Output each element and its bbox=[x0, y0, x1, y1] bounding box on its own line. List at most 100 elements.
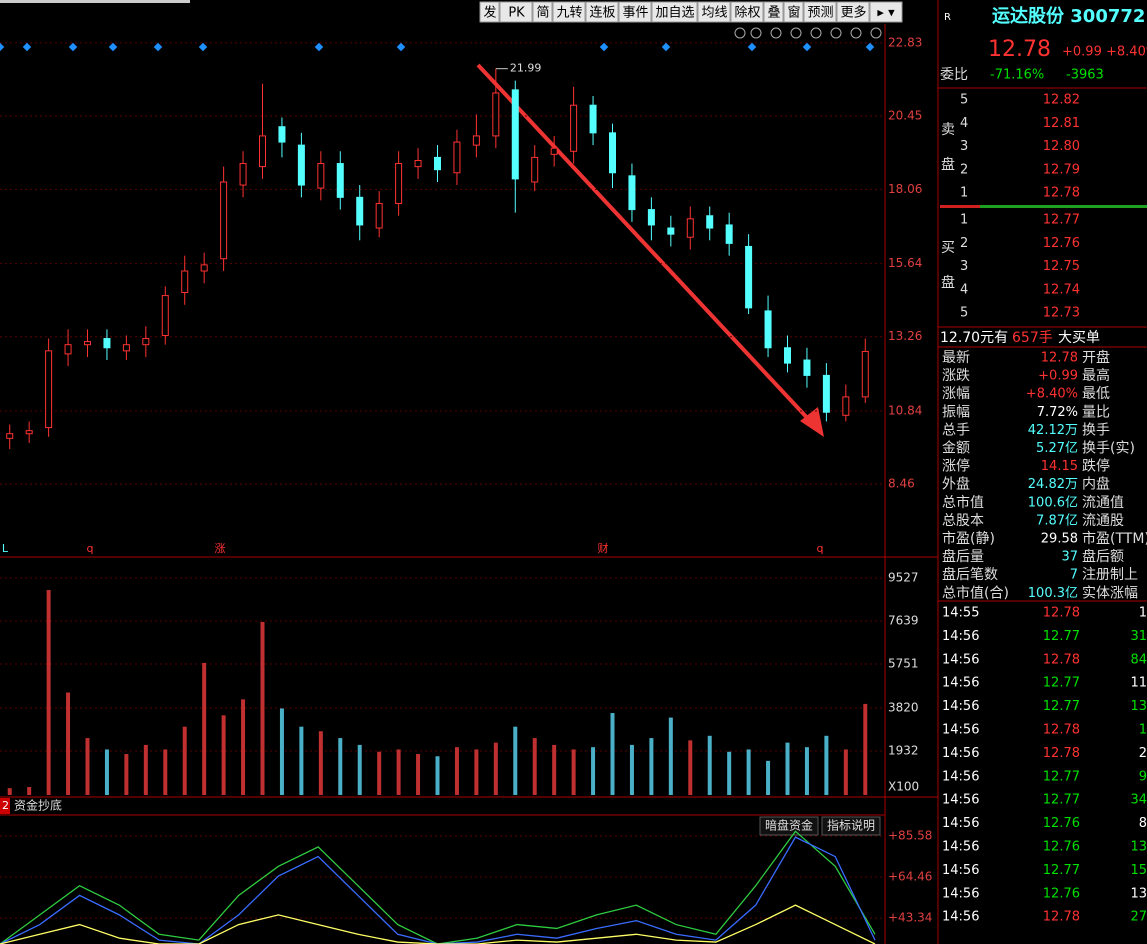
tool-icon[interactable] bbox=[810, 27, 822, 39]
candle-body bbox=[336, 163, 344, 198]
candle-body bbox=[647, 209, 655, 226]
toolbar-button[interactable] bbox=[479, 1, 500, 23]
candle-body bbox=[784, 347, 791, 364]
stat-value: 29.58 bbox=[1041, 532, 1078, 547]
toolbar-button[interactable] bbox=[836, 1, 870, 23]
toolbar-label: 简 bbox=[536, 5, 549, 21]
tool-icon[interactable] bbox=[870, 27, 882, 39]
trade-price: 12.77 bbox=[1043, 699, 1080, 714]
trade-price: 12.76 bbox=[1043, 886, 1080, 901]
candle-body bbox=[803, 359, 811, 376]
level-price: 12.77 bbox=[1043, 213, 1080, 228]
toolbar-label: 窗 bbox=[787, 5, 800, 21]
stat-label: 内盘 bbox=[1082, 476, 1110, 493]
volume-bar bbox=[124, 754, 129, 795]
candle-body bbox=[161, 295, 169, 336]
volume-bar bbox=[688, 740, 693, 795]
trade-price: 12.78 bbox=[1043, 723, 1080, 738]
toolbar-button[interactable] bbox=[499, 1, 533, 23]
stat-label: 量比 bbox=[1082, 404, 1110, 420]
stat-label: 换手 bbox=[1082, 421, 1110, 438]
tool-icon[interactable] bbox=[770, 27, 782, 39]
volume-bar bbox=[785, 742, 790, 795]
stat-label: 总市值 bbox=[942, 494, 984, 511]
volume-bar bbox=[221, 715, 226, 795]
level: 1 bbox=[960, 213, 968, 228]
indicator-button-label: 指标说明 bbox=[827, 818, 875, 833]
event-marker bbox=[68, 42, 78, 52]
stat-value: 42.12万 bbox=[1028, 423, 1078, 438]
trade-volume: 1 bbox=[1139, 723, 1147, 738]
stat-value: 12.78 bbox=[1041, 351, 1078, 366]
toolbar-button[interactable] bbox=[697, 1, 731, 23]
toolbar-button[interactable] bbox=[651, 1, 698, 23]
toolbar-button[interactable] bbox=[803, 1, 837, 23]
candle-body bbox=[45, 350, 53, 429]
y-tick-label: +64.46 bbox=[888, 870, 932, 884]
volume-bar bbox=[493, 742, 498, 795]
toolbar-icon[interactable] bbox=[869, 1, 903, 23]
indicator-button[interactable] bbox=[759, 816, 819, 836]
trade-price: 12.78 bbox=[1043, 910, 1080, 925]
trade-time: 14:56 bbox=[942, 723, 979, 738]
volume-bar bbox=[571, 749, 576, 795]
stat-value: +8.40% bbox=[1026, 387, 1078, 402]
trade-price: 12.77 bbox=[1043, 863, 1080, 878]
stat-value: 37 bbox=[1061, 550, 1078, 565]
event-label: q bbox=[817, 542, 824, 555]
candle-body bbox=[414, 159, 422, 168]
tool-icon[interactable] bbox=[830, 27, 842, 39]
volume-bar bbox=[824, 735, 829, 795]
toolbar-button[interactable] bbox=[585, 1, 619, 23]
stat-label: 总手 bbox=[942, 422, 970, 438]
annotation: 21.99 bbox=[510, 62, 542, 75]
stat-label: 总股本 bbox=[942, 513, 984, 529]
toolbar-label: 加自选 bbox=[655, 6, 694, 21]
tool-icon[interactable] bbox=[850, 27, 862, 39]
candle-body bbox=[356, 196, 364, 226]
volume-bar bbox=[766, 760, 771, 795]
tool-icon[interactable] bbox=[790, 27, 802, 39]
toolbar-button[interactable] bbox=[730, 1, 764, 23]
change: +0.99 bbox=[1062, 45, 1102, 60]
event-marker bbox=[22, 42, 32, 52]
trade-volume: 13 bbox=[1130, 699, 1147, 714]
trade-price: 12.77 bbox=[1043, 793, 1080, 808]
stat-label: 实体涨幅 bbox=[1082, 585, 1138, 601]
stat-label: 市盈(TTM) bbox=[1082, 530, 1147, 547]
y-tick-label: 18.06 bbox=[888, 182, 922, 196]
volume-bar bbox=[474, 749, 479, 795]
volume-bar bbox=[668, 717, 673, 795]
candle-body bbox=[570, 104, 578, 152]
event-label: q bbox=[87, 542, 94, 555]
toolbar-button[interactable] bbox=[763, 1, 784, 23]
candle-body bbox=[511, 89, 519, 180]
trade-time: 14:56 bbox=[942, 652, 979, 667]
volume-bar bbox=[85, 738, 90, 795]
level-price: 12.79 bbox=[1043, 162, 1080, 177]
trade-time: 14:56 bbox=[942, 746, 979, 761]
tool-icon[interactable] bbox=[750, 27, 762, 39]
event-label: L bbox=[2, 542, 9, 555]
toolbar-button[interactable] bbox=[532, 1, 553, 23]
level: 2 bbox=[960, 162, 968, 177]
candle-body bbox=[822, 374, 830, 413]
indicator-button[interactable] bbox=[821, 816, 881, 836]
toolbar-button[interactable] bbox=[618, 1, 652, 23]
candle-body bbox=[667, 227, 675, 235]
tool-icon[interactable] bbox=[734, 27, 746, 39]
pane-number bbox=[0, 798, 10, 814]
stat-value: 24.82万 bbox=[1028, 477, 1078, 492]
side-label: 盘 bbox=[941, 274, 955, 291]
trade-time: 14:56 bbox=[942, 629, 979, 644]
trade-volume: 11 bbox=[1130, 676, 1147, 691]
volume-bar bbox=[727, 751, 732, 795]
y-tick-label: 7639 bbox=[888, 614, 919, 628]
indicator-title: 资金抄底 bbox=[14, 798, 62, 813]
trade-price: 12.76 bbox=[1043, 840, 1080, 855]
toolbar-button[interactable] bbox=[552, 1, 586, 23]
trade-volume: 27 bbox=[1130, 910, 1147, 925]
side-label: 买 bbox=[941, 240, 955, 256]
toolbar-button[interactable] bbox=[783, 1, 804, 23]
